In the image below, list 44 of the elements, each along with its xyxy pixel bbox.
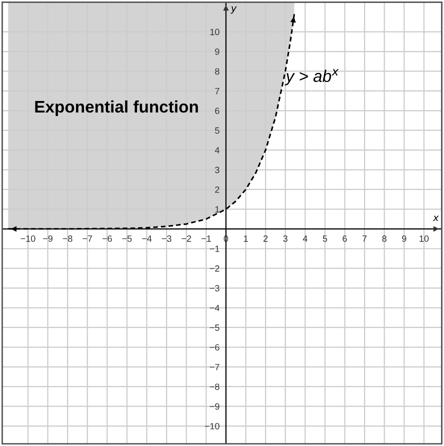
y-tick-label: 6 (215, 108, 220, 114)
x-axis-title: x (432, 216, 439, 222)
y-tick-label: −5 (210, 324, 220, 331)
annotation: Exponential function (35, 100, 198, 116)
y-tick-label: −1 (210, 246, 220, 252)
y-tick-label: −6 (210, 344, 220, 351)
y-tick-label: 9 (215, 48, 220, 55)
y-tick-label: 7 (215, 88, 220, 94)
annotation: y > ab$^{x}$ (284, 69, 339, 86)
x-tick-label: −8 (62, 235, 72, 242)
x-tick-label: 10 (420, 235, 429, 242)
x-tick-label: −4 (142, 235, 152, 242)
x-tick-label: −1 (201, 235, 211, 242)
x-tick-label: 8 (382, 235, 386, 242)
x-tick-label: −6 (102, 235, 112, 242)
y-tick-label: −10 (204, 422, 220, 430)
y-tick-label: 10 (210, 28, 220, 36)
y-tick-label: 4 (214, 147, 220, 154)
x-tick-label: 9 (402, 235, 406, 242)
y-tick-label: −3 (210, 285, 220, 292)
x-tick-label: −7 (82, 235, 92, 242)
x-tick-label: −10 (20, 235, 36, 242)
x-tick-label: −3 (162, 235, 172, 242)
x-tick-label: −2 (182, 235, 192, 242)
x-tick-label: 5 (322, 235, 328, 242)
y-tick-label: 1 (215, 206, 220, 212)
y-tick-label: −8 (210, 384, 220, 390)
x-tick-label: 1 (244, 235, 248, 242)
x-tick-label: −5 (122, 235, 132, 242)
y-tick-label: 3 (215, 166, 220, 174)
y-tick-label: 5 (215, 127, 220, 134)
y-tick-label: 8 (215, 68, 220, 75)
y-tick-label: 2 (215, 186, 220, 193)
y-tick-label: −9 (210, 403, 220, 410)
x-tick-label: 7 (362, 235, 367, 242)
y-axis-title: y (230, 6, 237, 14)
y-tick-label: −7 (210, 364, 220, 370)
x-tick-label: 6 (342, 235, 347, 242)
x-tick-label: 3 (283, 235, 288, 242)
x-tick-label: −9 (43, 235, 52, 242)
y-tick-label: −2 (210, 265, 220, 272)
y-tick-label: −4 (210, 304, 220, 312)
x-tick-label: 4 (302, 235, 308, 242)
x-tick-label: 2 (264, 235, 268, 242)
